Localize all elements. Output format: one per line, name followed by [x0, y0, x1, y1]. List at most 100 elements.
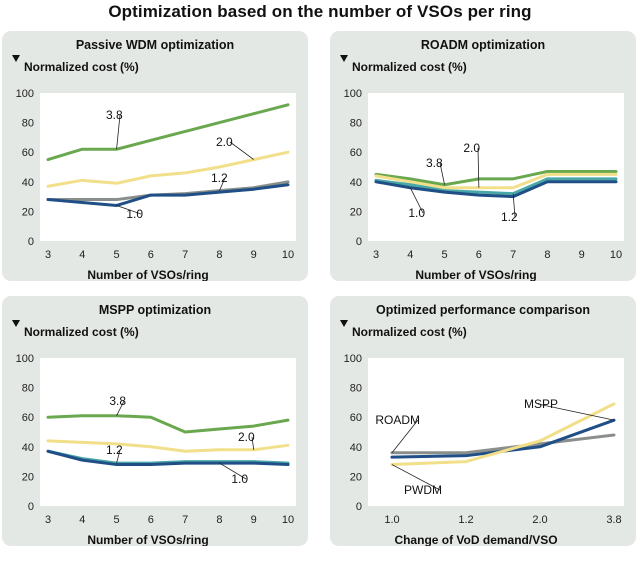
plot-area [40, 358, 296, 506]
y-axis-label: Normalized cost (%) [352, 60, 467, 74]
y-tick-label: 40 [22, 177, 34, 189]
series-line-2-0 [374, 172, 618, 190]
x-tick-label: 4 [79, 249, 85, 261]
annotation-leader [409, 187, 424, 214]
y-tick-label: 60 [22, 147, 34, 159]
x-tick-label: 4 [407, 249, 413, 261]
x-tick-label: 3 [45, 514, 51, 526]
series-label: ROADM [375, 413, 420, 427]
x-tick-label: 8 [544, 249, 550, 261]
series-line-3-8 [46, 103, 290, 162]
series-label: MSPP [524, 397, 558, 411]
annotation-leader [391, 464, 441, 491]
series-line-3-8 [374, 169, 618, 187]
x-tick-label: 1.0 [384, 514, 399, 526]
x-tick-label: 10 [610, 249, 622, 261]
x-tick-label: 8 [216, 249, 222, 261]
x-tick-label: 10 [282, 249, 294, 261]
chart-svg: MSPP optimization Normalized cost (%) 0 20 4… [12, 303, 296, 546]
series-line-1-2 [374, 177, 618, 196]
y-axis-marker [12, 55, 20, 62]
plot-area [40, 93, 296, 241]
annotation-leader [219, 462, 247, 480]
series-line-3-8 [46, 414, 290, 434]
x-tick-label: 6 [148, 249, 154, 261]
x-axis-label: Number of VSOs/ring [87, 533, 208, 546]
series-line-1-0 [46, 449, 290, 467]
x-tick-label: 9 [579, 249, 585, 261]
x-tick-label: 5 [114, 249, 120, 261]
figure-title: Optimization based on the number of VSOs… [108, 2, 532, 21]
annotation-leader [477, 147, 480, 188]
y-tick-label: 0 [28, 236, 34, 248]
chart-panel: Optimized performance comparison Normaliz… [330, 296, 636, 546]
series-line-1-0 [46, 183, 290, 207]
x-tick-label: 7 [182, 514, 188, 526]
series-line-roadm [390, 433, 616, 455]
y-tick-label: 0 [356, 236, 362, 248]
y-tick-label: 20 [350, 206, 362, 218]
y-tick-label: 80 [22, 383, 34, 395]
y-tick-label: 20 [350, 471, 362, 483]
y-tick-label: 40 [22, 442, 34, 454]
chart-title: Passive WDM optimization [76, 38, 234, 52]
annotation-leader [116, 400, 125, 416]
series-label: PWDM [404, 483, 442, 497]
x-axis-label: Number of VSOs/ring [415, 268, 536, 281]
series-label: 2.0 [463, 141, 480, 155]
chart-svg: Optimized performance comparison Normaliz… [340, 303, 624, 546]
series-line-1-0 [374, 180, 618, 199]
y-tick-label: 80 [350, 118, 362, 130]
y-axis-label: Normalized cost (%) [24, 60, 139, 74]
annotation-leader [512, 193, 516, 218]
x-tick-label: 5 [442, 249, 448, 261]
y-tick-label: 20 [22, 206, 34, 218]
plot-area [368, 93, 624, 241]
series-label: 1.0 [126, 207, 143, 221]
x-axis-label: Number of VSOs/ring [87, 268, 208, 281]
series-label: 3.8 [109, 394, 126, 408]
x-tick-label: 2.0 [532, 514, 547, 526]
y-axis-label: Normalized cost (%) [24, 325, 139, 339]
chart-panel: Passive WDM optimization Normalized cost … [2, 31, 308, 281]
y-axis-marker [340, 320, 348, 327]
y-tick-label: 80 [350, 383, 362, 395]
y-tick-label: 100 [16, 353, 34, 365]
series-label: 3.8 [106, 108, 123, 122]
chart-panel: ROADM optimization Normalized cost (%) 0 20… [330, 31, 636, 281]
y-axis-label: Normalized cost (%) [352, 325, 467, 339]
y-tick-label: 40 [350, 177, 362, 189]
x-tick-label: 7 [510, 249, 516, 261]
annotation-leader [219, 177, 226, 191]
chart-title: MSPP optimization [99, 303, 211, 317]
y-tick-label: 100 [344, 88, 362, 100]
y-tick-label: 60 [22, 412, 34, 424]
y-tick-label: 40 [350, 442, 362, 454]
annotation-leader [251, 436, 255, 450]
x-tick-label: 3 [373, 249, 379, 261]
series-line-pwdm [390, 402, 616, 467]
annotation-leader [391, 419, 419, 453]
series-line-2-0 [46, 150, 290, 188]
x-tick-label: 9 [251, 514, 257, 526]
annotation-leader [229, 141, 254, 160]
x-tick-label: 1.2 [458, 514, 473, 526]
series-label: 2.0 [216, 135, 233, 149]
y-tick-label: 0 [28, 501, 34, 513]
x-tick-label: 7 [182, 249, 188, 261]
y-tick-label: 60 [350, 147, 362, 159]
chart-svg: Passive WDM optimization Normalized cost … [12, 38, 296, 281]
x-tick-label: 3 [45, 249, 51, 261]
y-tick-label: 0 [356, 501, 362, 513]
series-line-2-0 [46, 439, 290, 453]
series-label: 1.0 [408, 206, 425, 220]
y-tick-label: 100 [344, 353, 362, 365]
chart-svg: ROADM optimization Normalized cost (%) 0 20… [340, 38, 624, 281]
x-axis-label: Change of VoD demand/VSO [394, 533, 557, 546]
chart-panel: MSPP optimization Normalized cost (%) 0 20 4… [2, 296, 308, 546]
y-axis-marker [12, 320, 20, 327]
y-tick-label: 60 [350, 412, 362, 424]
chart-title: Optimized performance comparison [376, 303, 590, 317]
x-tick-label: 4 [79, 514, 85, 526]
